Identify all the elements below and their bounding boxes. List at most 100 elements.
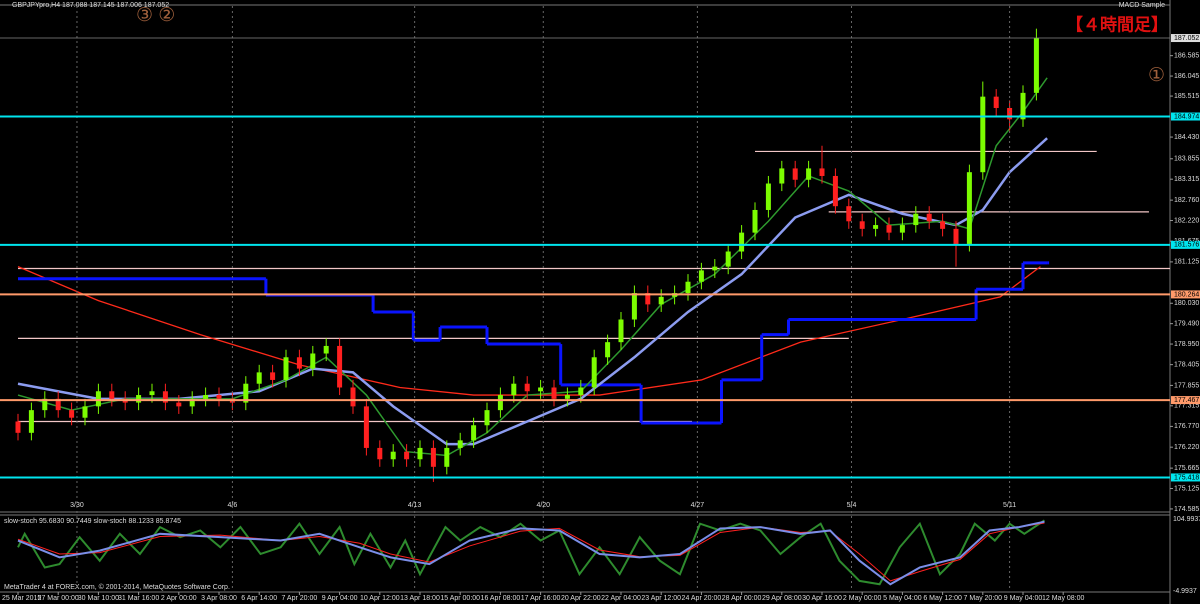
- candle-body: [752, 209, 758, 233]
- candle-body: [993, 96, 999, 108]
- candle-body: [524, 383, 530, 392]
- x-tick-label: 25 Mar 2015: [2, 595, 41, 602]
- stoch-title: slow-stoch 95.6830 90.7449 slow-stoch 88…: [4, 518, 181, 525]
- candle-body: [953, 228, 959, 244]
- candle-body: [109, 391, 115, 399]
- candle-body: [69, 410, 75, 418]
- candle-body: [216, 395, 222, 399]
- current-price-label: 187.052: [1174, 35, 1199, 42]
- candle-body: [149, 391, 155, 396]
- candle-body: [417, 447, 423, 460]
- y-tick-label: 178.950: [1174, 341, 1199, 348]
- x-tick-label: 2 May 00:00: [843, 595, 882, 602]
- y-tick-label: 186.585: [1174, 53, 1199, 60]
- y-tick-label: -4.9937: [1173, 588, 1197, 595]
- candle-body: [940, 221, 946, 229]
- x-tick-label: 15 Apr 00:00: [440, 595, 480, 602]
- y-tick-label: 175.665: [1174, 465, 1199, 472]
- candle-body: [966, 172, 972, 244]
- y-tick-label: 104.9937: [1173, 516, 1200, 523]
- candle-body: [1020, 92, 1026, 120]
- candle-body: [497, 395, 503, 411]
- candle-body: [551, 387, 557, 399]
- candle-body: [538, 387, 544, 392]
- candle-body: [283, 357, 289, 380]
- y-tick-label: 177.315: [1174, 403, 1199, 410]
- candle-body: [792, 168, 798, 180]
- level-label: 177.467: [1174, 397, 1199, 404]
- x-tick-label: 3 Apr 08:00: [201, 595, 237, 602]
- candle-body: [712, 266, 718, 271]
- level-label: 181.576: [1174, 242, 1199, 249]
- y-tick-label: 176.770: [1174, 423, 1199, 430]
- level-tag: [1171, 112, 1200, 121]
- stoch-line: [17, 519, 1045, 586]
- x-tick-label: 6 May 12:00: [923, 595, 962, 602]
- candle-body: [913, 213, 919, 226]
- annotation: ①: [1148, 65, 1165, 86]
- y-tick-label: 177.855: [1174, 382, 1199, 389]
- candle-body: [471, 425, 477, 441]
- x-tick-label: 29 Apr 08:00: [762, 595, 802, 602]
- y-tick-label: 185.515: [1174, 93, 1199, 100]
- candle-body: [203, 395, 209, 399]
- candle-body: [631, 293, 637, 320]
- level-tag: [1171, 396, 1200, 405]
- candle-body: [484, 410, 490, 426]
- level-label: 184.974: [1174, 113, 1199, 120]
- candle-body: [1007, 107, 1013, 120]
- y-tick-label: 182.760: [1174, 197, 1199, 204]
- candle-body: [390, 451, 396, 460]
- y-tick-label: 181.125: [1174, 259, 1199, 266]
- x-tick-label: 7 Apr 20:00: [281, 595, 317, 602]
- x-tick-label: 22 Apr 04:00: [601, 595, 641, 602]
- x-tick-label: 31 Mar 16:00: [118, 595, 159, 602]
- candle-body: [310, 353, 316, 369]
- candle-body: [578, 387, 584, 396]
- y-tick-label: 174.585: [1174, 506, 1199, 513]
- candle-body: [618, 319, 624, 343]
- x-tick-label: 30 Apr 16:00: [802, 595, 842, 602]
- candle-body: [296, 357, 302, 369]
- stoch-line: [17, 522, 1045, 582]
- candle-body: [806, 168, 812, 180]
- candle-body: [886, 225, 892, 233]
- x-tick-label: 9 Apr 04:00: [322, 595, 358, 602]
- candle-body: [1033, 38, 1039, 93]
- stoch-area: [17, 519, 1045, 586]
- candle-body: [698, 270, 704, 282]
- level-tag: [1171, 473, 1200, 482]
- y-tick-label: 175.125: [1174, 485, 1199, 492]
- level-label: 180.264: [1174, 291, 1199, 298]
- x-tick-label: 9 May 04:00: [1004, 595, 1043, 602]
- y-tick-label: 179.490: [1174, 320, 1199, 327]
- y-tick-label: 183.315: [1174, 176, 1199, 183]
- period-label: 3/30: [70, 502, 84, 509]
- candle-body: [323, 345, 329, 354]
- candle-body: [162, 391, 168, 403]
- candle-body: [819, 168, 825, 176]
- x-tick-label: 28 Apr 00:00: [722, 595, 762, 602]
- x-tick-label: 17 Apr 16:00: [521, 595, 561, 602]
- chart-header: GBPJPYpro,H4 187.088 187.145 187.006 187…: [12, 2, 169, 9]
- candle-body: [15, 421, 21, 433]
- candle-body: [95, 391, 101, 407]
- y-tick-label: 182.220: [1174, 217, 1199, 224]
- candle-body: [337, 345, 343, 388]
- y-tick-label: 184.430: [1174, 134, 1199, 141]
- level-tag: [1171, 240, 1200, 249]
- candle-body: [28, 410, 34, 433]
- period-label: 4/27: [691, 502, 705, 509]
- candle-body: [832, 175, 838, 207]
- candle-body: [980, 96, 986, 173]
- x-tick-label: 6 Apr 14:00: [241, 595, 277, 602]
- candle-body: [243, 383, 249, 403]
- x-tick-label: 10 Apr 12:00: [360, 595, 400, 602]
- annotation: ③ ②: [136, 5, 175, 26]
- candle-body: [779, 168, 785, 184]
- candle-body: [564, 395, 570, 399]
- candle-body: [55, 398, 61, 411]
- candle-body: [926, 213, 932, 222]
- candle-body: [645, 293, 651, 305]
